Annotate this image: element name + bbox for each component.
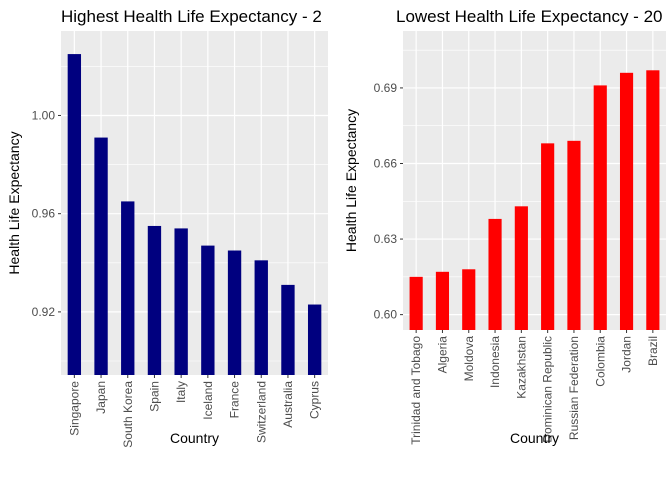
bar [619, 72, 634, 330]
y-axis-label: Health Life Expectancy [343, 109, 359, 252]
bar [435, 271, 450, 330]
x-tick-label: Colombia [593, 336, 607, 387]
x-tick-label: Switzerland [254, 381, 268, 443]
bar [174, 228, 188, 375]
y-tick-label: 0.96 [32, 207, 56, 221]
bar [147, 225, 162, 375]
x-tick-label: Jordan [620, 336, 634, 373]
y-tick-label: 1.00 [32, 108, 56, 122]
x-tick-label: Brazil [646, 336, 660, 366]
bar [593, 85, 607, 330]
y-tick-label: 0.63 [374, 232, 398, 246]
x-axis-label: Country [510, 430, 559, 446]
bar [488, 218, 502, 330]
y-axis-label: Health Life Expectancy [6, 131, 22, 274]
y-tick-label: 0.60 [374, 308, 398, 322]
bar [514, 206, 528, 330]
x-tick-label: Algeria [435, 336, 449, 374]
bar [201, 245, 215, 375]
x-tick-label: Indonesia [488, 336, 502, 388]
chart-right: 0.60 0.63 0.66 0.69 Trinidad and Tobago Alger… [343, 7, 666, 446]
x-tick-label: Trinidad and Tobago [409, 336, 423, 445]
y-tick-label: 0.69 [374, 81, 398, 95]
y-tick-label: 0.92 [32, 305, 56, 319]
x-tick-label: Australia [281, 381, 295, 428]
chart-left: 0.92 0.96 1.00 Singapore Japan South Korea Spa… [6, 7, 328, 448]
bar [281, 284, 295, 375]
x-tick-label: Japan [94, 381, 108, 414]
bar [307, 304, 322, 375]
y-tick-label: 0.66 [374, 156, 398, 170]
x-tick-label: France [228, 381, 242, 419]
bar [646, 70, 660, 330]
bar [567, 140, 581, 330]
x-tick-label: Italy [174, 381, 188, 403]
x-tick-label: Iceland [201, 381, 215, 420]
bar [541, 143, 555, 330]
x-tick-label: Dominican Republic [541, 336, 555, 443]
x-tick-label: South Korea [121, 381, 135, 448]
x-tick-label: Kazakhstan [514, 336, 528, 399]
x-tick-label: Moldova [462, 336, 476, 382]
x-tick-label: Spain [147, 381, 161, 412]
x-tick-label: Singapore [67, 381, 81, 436]
bar [94, 137, 108, 375]
bar [254, 260, 268, 375]
bar [227, 250, 242, 375]
chart-title: Lowest Health Life Expectancy - 20 [396, 7, 662, 26]
chart-title: Highest Health Life Expectancy - 2 [61, 7, 322, 26]
bar [409, 276, 423, 330]
bar [121, 201, 135, 375]
x-axis-label: Country [170, 430, 219, 446]
x-tick-label: Cyprus [308, 381, 322, 419]
bar [67, 54, 82, 375]
x-tick-label: Russian Federation [567, 336, 581, 440]
bar [462, 269, 476, 330]
